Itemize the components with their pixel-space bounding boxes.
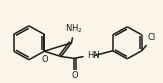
Text: NH$_2$: NH$_2$ xyxy=(65,23,82,35)
Text: O: O xyxy=(72,71,78,80)
Text: HN: HN xyxy=(88,51,100,60)
Text: Cl: Cl xyxy=(148,33,156,42)
Text: O: O xyxy=(42,55,49,64)
